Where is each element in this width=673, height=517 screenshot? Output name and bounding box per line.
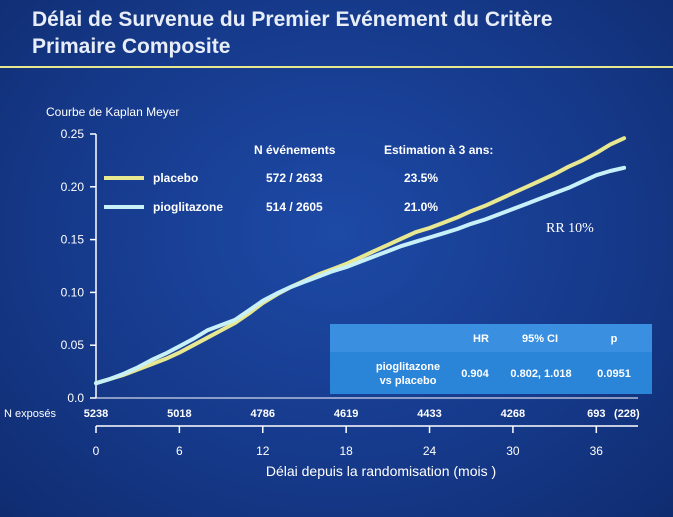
hr-header-p: p: [611, 333, 618, 345]
hr-value: 0.904: [461, 368, 489, 380]
at-risk-value: 4268: [501, 408, 525, 420]
title-divider: [0, 66, 673, 68]
x-tick-label: 6: [176, 444, 183, 458]
at-risk-value: 4433: [417, 408, 441, 420]
at-risk-value: 4619: [334, 408, 358, 420]
hr-header-ci: 95% CI: [522, 333, 558, 345]
series-line-placebo: [94, 136, 627, 386]
at-risk-value: (228): [614, 408, 640, 420]
legend-estimate-pioglitazone: 21.0%: [404, 200, 438, 214]
hr-ci-value: 0.802, 1.018: [510, 368, 571, 380]
legend-estimate-placebo: 23.5%: [404, 171, 438, 185]
x-tick-label: 12: [256, 444, 270, 458]
y-tick-label: 0.20: [61, 180, 85, 194]
y-tick-label: 0.25: [61, 127, 85, 141]
rr-annotation: RR 10%: [546, 221, 594, 236]
legend-label-pioglitazone: pioglitazone: [153, 200, 223, 214]
hr-row-label-line-1: pioglitazone: [376, 361, 440, 373]
x-axis-title: Délai depuis la randomisation (mois ): [266, 463, 496, 479]
series-line-pioglitazone: [94, 165, 627, 386]
hr-table: HR 95% CI p pioglitazone vs placebo 0.90…: [330, 324, 652, 394]
y-tick-label: 0.0: [67, 391, 84, 405]
at-risk-value: 5238: [84, 408, 108, 420]
curves: [94, 136, 627, 386]
y-tick-label: 0.15: [61, 233, 85, 247]
legend-label-placebo: placebo: [153, 171, 198, 185]
slide-title-line-2: Primaire Composite: [32, 35, 231, 58]
x-tick-label: 24: [423, 444, 437, 458]
y-tick-label: 0.05: [61, 338, 85, 352]
x-tick-label: 36: [590, 444, 604, 458]
legend-events-pioglitazone: 514 / 2605: [266, 200, 323, 214]
chart-title: Courbe de Kaplan Meyer: [46, 105, 179, 119]
x-tick-label: 30: [506, 444, 520, 458]
at-risk-value: 5018: [167, 408, 191, 420]
legend-header-events: N événements: [254, 143, 336, 157]
x-tick-label: 18: [339, 444, 353, 458]
hr-header-hr: HR: [473, 333, 489, 345]
y-axis-ticks: 0.0 0.05 0.10 0.15 0.20 0.25: [61, 127, 96, 405]
legend-header-estimate: Estimation à 3 ans:: [384, 143, 493, 157]
legend-events-placebo: 572 / 2633: [266, 171, 323, 185]
y-tick-label: 0.10: [61, 285, 85, 299]
hr-p-value: 0.0951: [597, 368, 631, 380]
slide-title-line-1: Délai de Survenue du Premier Evénement d…: [32, 8, 553, 31]
slide-title: Délai de Survenue du Premier Evénement d…: [32, 6, 652, 60]
hr-row-label-line-2: vs placebo: [380, 375, 437, 387]
legend: N événements Estimation à 3 ans: placebo…: [104, 143, 493, 214]
at-risk-label: N exposés: [4, 408, 56, 420]
x-axis-ticks: 0 6 12 18 24 30 36: [93, 426, 604, 458]
x-tick-label: 0: [93, 444, 100, 458]
at-risk-value: 693: [587, 408, 605, 420]
at-risk-value: 4786: [251, 408, 275, 420]
at-risk-row: N exposés 5238 5018 4786 4619 4433 4268 693 (22…: [4, 408, 640, 420]
hr-table-header-background: [330, 324, 652, 352]
